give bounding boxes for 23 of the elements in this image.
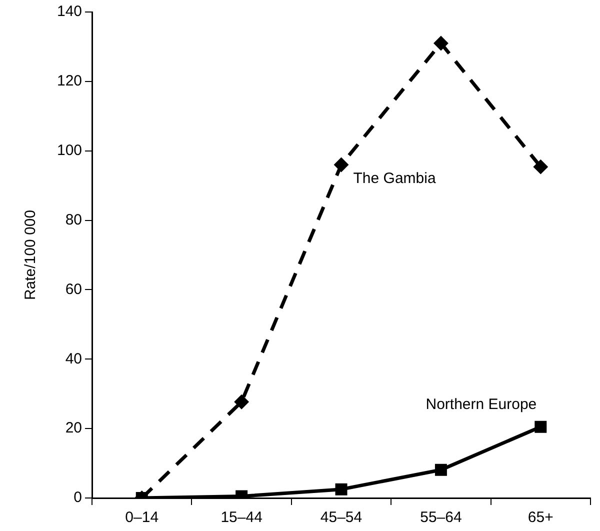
point <box>335 483 348 496</box>
y-axis-title: Rate/100 000 <box>22 210 40 300</box>
x-tick-label: 55–64 <box>420 509 462 526</box>
y-tick-label: 80 <box>65 211 82 228</box>
point <box>334 158 348 172</box>
x-tick-label: 65+ <box>528 509 554 526</box>
point <box>434 464 447 476</box>
y-tick-label: 100 <box>56 142 82 159</box>
x-tick-label: 15–44 <box>220 509 262 526</box>
series-label: Northern Europe <box>426 396 537 413</box>
point <box>434 36 448 50</box>
point <box>534 420 547 433</box>
y-tick-label: 120 <box>56 72 82 90</box>
y-tick-label: 0 <box>74 489 82 506</box>
series-label: The Gambia <box>353 170 436 187</box>
y-tick-label: 60 <box>65 280 82 298</box>
x-tick-label: 45–54 <box>320 509 362 526</box>
y-tick-label: 20 <box>65 420 82 437</box>
y-tick-label: 140 <box>56 3 82 20</box>
x-tick-label: 0–14 <box>125 509 159 526</box>
point <box>534 160 548 174</box>
point <box>234 395 248 409</box>
y-tick-label: 40 <box>65 350 82 368</box>
